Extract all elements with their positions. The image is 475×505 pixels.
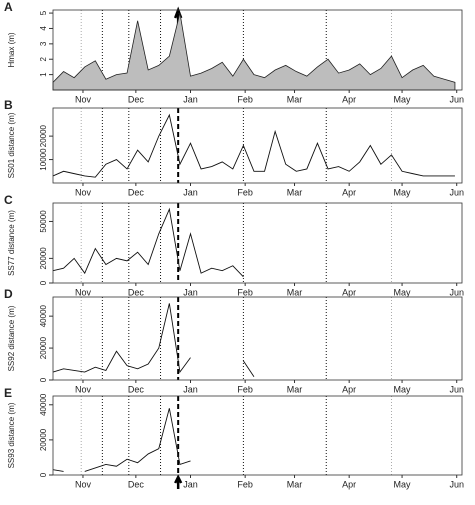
x-tick-label: Dec	[128, 384, 145, 394]
y-tick-label: 2	[39, 56, 48, 61]
y-tick-label: 50000	[39, 210, 48, 233]
panel-label: A	[4, 0, 13, 14]
x-tick-label: Apr	[342, 187, 356, 197]
y-tick-label: 20000	[39, 124, 48, 147]
plot-frame	[52, 202, 463, 284]
x-tick-label: Dec	[128, 94, 145, 104]
y-tick-label: 3	[39, 41, 48, 46]
line	[52, 207, 244, 278]
y-tick-label: 0	[39, 377, 48, 382]
y-tick-label: 40000	[39, 304, 48, 327]
y-tick-label: 1	[39, 72, 48, 77]
plot-frame	[52, 107, 463, 184]
x-tick-label: Nov	[75, 479, 92, 489]
y-tick-label: 0	[39, 280, 48, 285]
x-tick-label: Jun	[449, 287, 464, 297]
x-tick-label: Feb	[237, 287, 253, 297]
y-tick-label: 10000	[39, 148, 48, 171]
x-tick-label: Mar	[287, 287, 303, 297]
y-axis-label: SS01 distance (m)	[7, 112, 16, 178]
x-tick-label: Nov	[75, 94, 92, 104]
y-tick-label: 5	[39, 10, 48, 15]
area	[52, 12, 456, 91]
x-tick-label: Jan	[183, 479, 198, 489]
y-tick-label: 0	[39, 472, 48, 477]
y-axis-label: Hmax (m)	[7, 32, 16, 67]
x-tick-label: Jun	[449, 384, 464, 394]
x-tick-label: Apr	[342, 384, 356, 394]
panel-label: E	[4, 386, 12, 400]
x-tick-label: Apr	[342, 287, 356, 297]
x-tick-label: Apr	[342, 94, 356, 104]
y-axis-label: SS93 distance (m)	[7, 402, 16, 468]
panel-label: B	[4, 98, 13, 112]
x-tick-label: Jan	[183, 384, 198, 394]
y-tick-label: 20000	[39, 336, 48, 359]
x-tick-label: Jun	[449, 479, 464, 489]
x-tick-label: Feb	[237, 479, 253, 489]
x-tick-label: Jan	[183, 94, 198, 104]
panel-label: C	[4, 193, 13, 207]
x-tick-label: Mar	[287, 94, 303, 104]
y-tick-label: 4	[39, 26, 48, 31]
x-tick-label: Mar	[287, 384, 303, 394]
plot-frame	[52, 9, 463, 91]
line	[52, 113, 455, 178]
event-arrow	[174, 474, 183, 489]
x-tick-label: Jan	[183, 287, 198, 297]
x-tick-label: May	[394, 287, 412, 297]
x-tick-label: Jun	[449, 94, 464, 104]
line	[52, 408, 191, 472]
x-tick-label: Dec	[128, 287, 145, 297]
panel-label: D	[4, 287, 13, 301]
x-tick-label: May	[394, 94, 412, 104]
x-tick-label: Feb	[237, 94, 253, 104]
plot-frame	[52, 296, 463, 381]
y-tick-label: 40000	[39, 393, 48, 416]
x-tick-label: Feb	[237, 187, 253, 197]
x-tick-label: Feb	[237, 384, 253, 394]
x-tick-label: Mar	[287, 187, 303, 197]
x-tick-label: Nov	[75, 187, 92, 197]
x-tick-label: May	[394, 479, 412, 489]
x-tick-label: May	[394, 384, 412, 394]
y-tick-label: 20000	[39, 247, 48, 270]
y-tick-label: 20000	[39, 428, 48, 451]
x-tick-label: Mar	[287, 479, 303, 489]
x-tick-label: Dec	[128, 479, 145, 489]
x-tick-label: Nov	[75, 287, 92, 297]
x-tick-label: Dec	[128, 187, 145, 197]
x-tick-label: Apr	[342, 479, 356, 489]
y-axis-label: SS92 distance (m)	[7, 305, 16, 371]
x-tick-label: Jun	[449, 187, 464, 197]
plot-frame	[52, 395, 463, 476]
y-axis-label: SS77 distance (m)	[7, 210, 16, 276]
x-tick-label: May	[394, 187, 412, 197]
x-tick-label: Jan	[183, 187, 198, 197]
line	[52, 303, 255, 378]
x-tick-label: Nov	[75, 384, 92, 394]
